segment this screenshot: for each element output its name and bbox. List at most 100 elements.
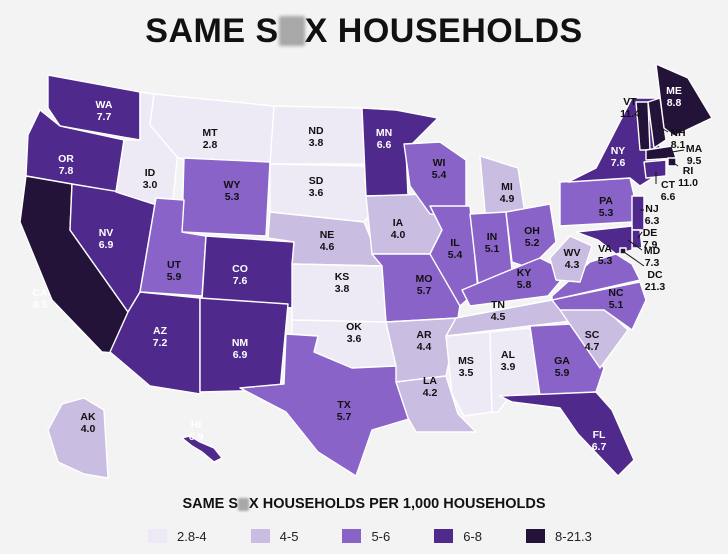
- state-code: AR: [416, 329, 432, 341]
- state-code: MT: [202, 127, 218, 139]
- state-code: KY: [517, 267, 532, 279]
- state-code: ND: [308, 125, 324, 137]
- state-code: MI: [501, 181, 513, 193]
- state-label-ga: GA 5.9: [554, 355, 570, 379]
- state-code: LA: [423, 375, 437, 387]
- state-code: NV: [99, 227, 114, 239]
- state-label-nv: NV 6.9: [99, 227, 114, 251]
- state-value: 5.4: [448, 249, 463, 261]
- state-value: 6.9: [189, 431, 204, 443]
- legend-label: 6-8: [463, 528, 483, 544]
- state-label-or: OR 7.8: [58, 153, 74, 177]
- state-label-ca: CA 8.5: [32, 287, 48, 311]
- state-value: 4.0: [81, 423, 96, 435]
- state-value: 6.6: [661, 191, 676, 203]
- legend-swatch: [526, 529, 546, 543]
- state-code: MS: [458, 355, 474, 367]
- state-label-il: IL 5.4: [448, 237, 463, 261]
- state-label-id: ID 3.0: [143, 167, 158, 191]
- leader-line-ma: [671, 149, 685, 153]
- state-value: 7.7: [97, 111, 112, 123]
- state-code: DC: [647, 269, 663, 281]
- state-value: 3.8: [335, 283, 350, 295]
- state-code: ID: [145, 167, 156, 179]
- state-value: 6.9: [99, 239, 114, 251]
- state-nc: [551, 281, 647, 331]
- state-label-ny: NY 7.6: [611, 145, 626, 169]
- leader-line-md: [627, 239, 643, 251]
- state-code: HI: [191, 419, 202, 431]
- censor-blur: E: [278, 16, 305, 46]
- state-de: [631, 229, 643, 249]
- state-label-sd: SD 3.6: [309, 175, 324, 199]
- state-code: CT: [661, 179, 676, 191]
- state-code: WY: [224, 179, 241, 191]
- state-label-va: VA 5.3: [598, 243, 613, 267]
- state-value: 5.3: [225, 191, 240, 203]
- us-map: WA 7.7OR 7.8CA 8.5NV 6.9ID 3.0MT 2.8WY 5.3UT 5.9…: [19, 63, 713, 479]
- state-label-ne: NE 4.6: [320, 229, 335, 253]
- state-code: NJ: [645, 203, 659, 215]
- state-code: MO: [416, 273, 433, 285]
- state-value: 4.7: [585, 341, 600, 353]
- state-code: NM: [232, 337, 249, 349]
- state-value: 9.5: [687, 155, 702, 167]
- state-label-tx: TX 5.7: [337, 399, 352, 423]
- state-code: TN: [491, 299, 505, 311]
- state-value: 6.6: [377, 139, 392, 151]
- state-label-nj: NJ 6.3: [645, 203, 660, 227]
- state-value: 4.3: [565, 259, 580, 271]
- state-label-ky: KY 5.8: [517, 267, 532, 291]
- state-code: IL: [450, 237, 460, 249]
- state-label-ms: MS 3.5: [458, 355, 474, 379]
- state-code: MA: [686, 143, 703, 155]
- state-code: NH: [670, 127, 685, 139]
- state-label-nh: NH 8.1: [670, 127, 685, 151]
- state-me: [655, 63, 713, 137]
- state-label-az: AZ 7.2: [153, 325, 168, 349]
- state-wv: [549, 235, 593, 283]
- state-ms: [445, 331, 493, 417]
- state-value: 5.9: [167, 271, 182, 283]
- leader-line-ri: [671, 161, 679, 167]
- legend-swatch: [434, 529, 454, 543]
- state-label-mi: MI 4.9: [500, 181, 515, 205]
- state-value: 5.3: [599, 207, 614, 219]
- state-label-al: AL 3.9: [501, 349, 516, 373]
- state-label-md: MD 7.3: [644, 245, 661, 269]
- state-label-oh: OH 5.2: [524, 225, 540, 249]
- state-label-pa: PA 5.3: [599, 195, 614, 219]
- state-code: WI: [433, 157, 446, 169]
- state-code: MN: [376, 127, 392, 139]
- state-value: 4.6: [320, 241, 335, 253]
- state-label-nc: NC 5.1: [608, 287, 624, 311]
- state-code: IN: [487, 231, 498, 243]
- state-code: WA: [96, 99, 113, 111]
- state-label-wa: WA 7.7: [96, 99, 113, 123]
- state-ak: [47, 397, 109, 479]
- state-value: 3.6: [347, 333, 362, 345]
- state-value: 3.0: [143, 179, 158, 191]
- leader-line-de: [637, 231, 643, 239]
- state-label-ct: CT 6.6: [661, 179, 676, 203]
- state-code: AK: [80, 411, 96, 423]
- state-label-me: ME 8.8: [666, 85, 682, 109]
- state-code: OK: [346, 321, 362, 333]
- state-value: 5.2: [525, 237, 540, 249]
- state-label-wy: WY 5.3: [224, 179, 241, 203]
- legend-item: 2.8-4: [148, 526, 207, 546]
- legend-label: 5-6: [371, 528, 391, 544]
- state-wa: [47, 74, 141, 141]
- state-value: 11.0: [678, 177, 698, 189]
- state-code: DE: [643, 227, 658, 239]
- state-label-mt: MT 2.8: [202, 127, 218, 151]
- state-code: UT: [167, 259, 182, 271]
- legend-label: 8-21.3: [555, 528, 592, 544]
- state-code: OR: [58, 153, 74, 165]
- state-ct: [643, 159, 667, 179]
- state-code: PA: [599, 195, 613, 207]
- state-label-in: IN 5.1: [485, 231, 500, 255]
- state-la: [395, 375, 477, 433]
- state-value: 4.2: [423, 387, 438, 399]
- state-hi: [181, 435, 223, 463]
